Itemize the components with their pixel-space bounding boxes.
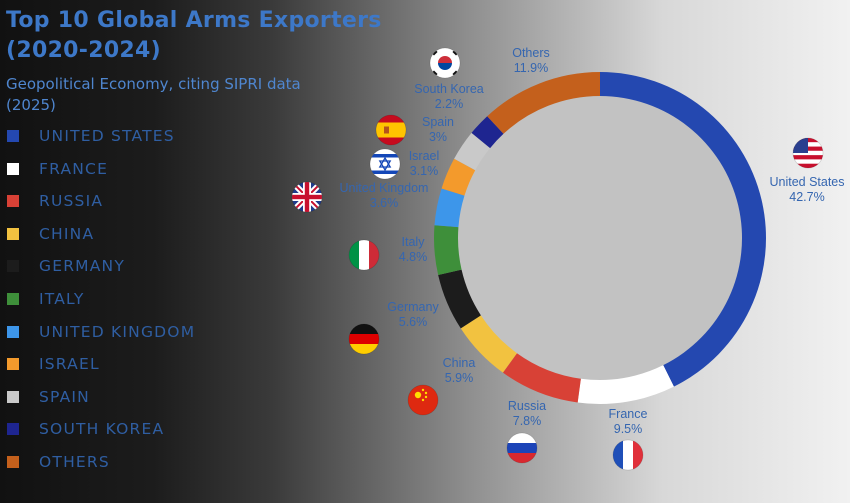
donut-hole — [457, 95, 743, 381]
slice-category-label: United Kingdom — [340, 181, 429, 195]
donut-slice — [487, 72, 600, 134]
slice-value-label: 4.8% — [399, 250, 428, 264]
slice-category-label: South Korea — [414, 82, 484, 96]
slice-category-label: Spain — [422, 115, 454, 129]
legend-swatch — [7, 260, 19, 273]
us-flag-icon — [792, 137, 824, 169]
legend-swatch — [7, 358, 19, 371]
slice-value-label: 2.2% — [435, 97, 464, 111]
slice-category-label: Germany — [387, 300, 439, 314]
donut-slice — [502, 353, 581, 403]
legend-label: CHINA — [39, 224, 95, 243]
legend-label: ITALY — [39, 290, 85, 308]
donut-slice — [460, 315, 517, 373]
donut-slice — [600, 72, 766, 387]
legend-item: OTHERS — [7, 452, 247, 472]
chart-title: Top 10 Global Arms Exporters (2020-2024) — [6, 6, 382, 66]
donut-slices — [434, 72, 766, 404]
uk-flag-icon — [291, 181, 323, 213]
slice-category-label: Italy — [402, 235, 426, 249]
germany-flag-icon — [348, 323, 380, 355]
legend-item: SOUTH KOREA — [7, 419, 247, 439]
donut-slice — [441, 158, 476, 196]
slice-value-label: 5.6% — [399, 315, 428, 329]
flag-icons — [291, 47, 824, 471]
chart-subtitle-line2: (2025) — [6, 96, 56, 114]
legend-label: SOUTH KOREA — [39, 420, 165, 439]
france-flag-icon — [612, 439, 644, 471]
legend-swatch — [7, 162, 19, 175]
slice-category-label: France — [609, 407, 648, 421]
spain-flag-icon — [375, 114, 407, 146]
legend-item: CHINA — [7, 224, 247, 244]
legend-label: GERMANY — [39, 257, 126, 276]
slice-value-label: 11.9% — [514, 61, 549, 75]
chart-title-line1: Top 10 Global Arms Exporters — [6, 8, 382, 33]
china-flag-icon — [407, 384, 439, 416]
legend-label: ISRAEL — [39, 355, 100, 374]
donut-slice — [471, 116, 504, 149]
slice-category-label: Israel — [409, 149, 440, 163]
slice-category-label: Others — [512, 46, 550, 60]
chart-title-line2: (2020-2024) — [6, 38, 162, 63]
donut-slice — [434, 225, 462, 275]
slice-category-label: Russia — [508, 399, 546, 413]
israel-flag-icon — [369, 148, 401, 180]
slice-value-label: 7.8% — [513, 414, 542, 428]
legend-item: ISRAEL — [7, 354, 247, 374]
legend-swatch — [7, 423, 19, 436]
chart-subtitle: Geopolitical Economy, citing SIPRI data … — [6, 74, 346, 116]
legend-item: SPAIN — [7, 387, 247, 407]
slice-category-label: China — [443, 356, 476, 370]
legend-item: FRANCE — [7, 159, 247, 179]
legend-swatch — [7, 456, 19, 468]
legend-item: UNITED STATES — [7, 126, 247, 146]
slice-value-label: 42.7% — [789, 190, 824, 204]
legend-swatch — [7, 293, 19, 305]
chart-subtitle-line1: Geopolitical Economy, citing SIPRI data — [6, 75, 301, 93]
donut-slice — [577, 365, 674, 404]
legend-label: UNITED STATES — [39, 127, 175, 145]
slice-value-label: 9.5% — [614, 422, 643, 436]
legend-label: SPAIN — [39, 387, 90, 406]
italy-flag-icon — [348, 239, 380, 271]
donut-slice — [434, 188, 465, 228]
legend-label: UNITED KINGDOM — [39, 322, 196, 341]
south-korea-flag-icon — [429, 47, 461, 79]
legend-swatch — [7, 130, 19, 142]
legend-item: RUSSIA — [7, 191, 247, 211]
legend-item: UNITED KINGDOM — [7, 322, 247, 342]
slice-category-label: United States — [769, 175, 844, 189]
legend-swatch — [7, 195, 19, 208]
slice-value-label: 3.1% — [410, 164, 439, 178]
legend-label: OTHERS — [39, 453, 110, 471]
slice-value-label: 3.6% — [370, 196, 399, 210]
legend-label: RUSSIA — [39, 192, 104, 211]
slice-value-label: 3% — [429, 130, 447, 144]
legend-label: FRANCE — [39, 159, 109, 178]
slice-value-label: 5.9% — [445, 371, 474, 385]
russia-flag-icon — [506, 432, 538, 464]
donut-slice — [454, 132, 491, 171]
legend-swatch — [7, 227, 19, 240]
legend-swatch — [7, 390, 19, 403]
legend-swatch — [7, 325, 19, 338]
legend-item: GERMANY — [7, 256, 247, 276]
donut-slice — [438, 269, 481, 329]
legend-item: ITALY — [7, 289, 247, 309]
